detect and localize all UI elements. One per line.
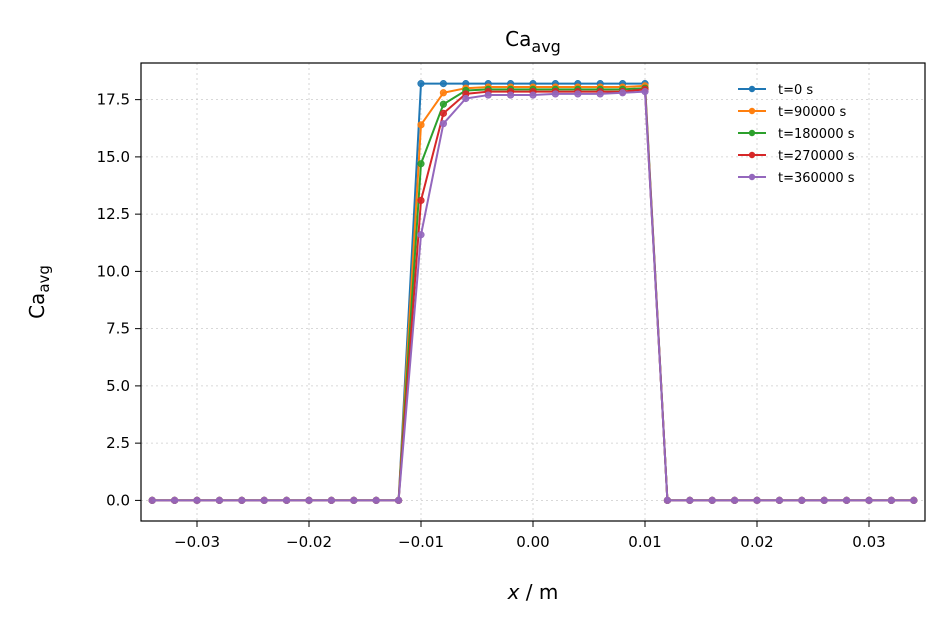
x-tick-label: 0.02 [740, 533, 773, 551]
x-axis-title: x / m [507, 580, 559, 604]
data-point [193, 496, 201, 504]
x-tick-label: −0.01 [398, 533, 444, 551]
series-layer [148, 80, 918, 504]
data-point [417, 80, 425, 88]
chart-title-subscript: avg [531, 37, 560, 56]
data-point [529, 91, 537, 99]
data-point [350, 496, 358, 504]
data-point [327, 496, 335, 504]
data-point [394, 496, 403, 504]
y-tick-label: 12.5 [97, 205, 130, 223]
legend-entry: t=270000 s [738, 149, 855, 164]
data-point [282, 496, 291, 504]
legend-entry: t=180000 s [738, 127, 855, 142]
x-axis-title-variable: x [507, 580, 520, 604]
legend-entry: t=0 s [738, 83, 813, 98]
data-point [798, 496, 806, 504]
data-point [439, 100, 447, 108]
legend-marker [748, 173, 756, 181]
legend-marker [748, 129, 756, 137]
legend-marker [748, 151, 756, 159]
x-tick-label: 0.00 [516, 533, 549, 551]
data-point [372, 496, 380, 504]
x-axis-title-unit: / m [519, 580, 558, 604]
legend-entry: t=90000 s [738, 105, 846, 120]
chart-title: Caavg [505, 27, 561, 56]
data-point [484, 91, 492, 99]
x-tick-label: −0.02 [286, 533, 332, 551]
y-tick-label: 5.0 [106, 377, 130, 395]
data-point [260, 496, 268, 504]
y-tick-label: 15.0 [97, 148, 130, 166]
data-point [596, 90, 604, 98]
data-point [641, 88, 649, 96]
legend-marker [748, 85, 756, 93]
data-point [865, 496, 873, 504]
data-point [686, 496, 694, 504]
data-point [730, 496, 739, 504]
data-point [238, 496, 246, 504]
data-point [708, 496, 716, 504]
legend-label: t=90000 s [778, 105, 846, 120]
x-tick-label: 0.03 [852, 533, 885, 551]
y-axis-title-main: Ca [25, 293, 49, 319]
data-point [551, 90, 560, 98]
data-point [417, 121, 425, 129]
data-point [663, 496, 672, 504]
x-tick-label: 0.01 [628, 533, 661, 551]
legend-label: t=180000 s [778, 127, 855, 142]
data-point [417, 231, 425, 239]
data-point [171, 496, 179, 504]
axis-ticks: −0.03 −0.02 −0.01 0.00 0.01 0.02 0.03 0.0 2.5 5.0… [97, 91, 886, 551]
series-4 [148, 88, 918, 504]
legend-label: t=270000 s [778, 149, 855, 164]
x-tick-label: −0.03 [174, 533, 220, 551]
data-point [775, 496, 784, 504]
legend-marker [748, 107, 756, 115]
y-tick-label: 2.5 [106, 434, 130, 452]
data-point [215, 496, 223, 504]
data-point [439, 120, 447, 128]
data-point [910, 496, 918, 504]
legend: t=0 s t=90000 s t=180000 s t=270000 s t=3600… [738, 83, 855, 186]
data-point [439, 109, 447, 117]
data-point [506, 91, 515, 99]
data-point [417, 160, 425, 168]
data-point [574, 90, 582, 98]
data-point [148, 496, 156, 504]
data-point [439, 89, 447, 97]
y-tick-label: 10.0 [97, 262, 130, 280]
data-point [753, 496, 761, 504]
y-tick-label: 17.5 [97, 91, 130, 109]
data-point [618, 89, 627, 97]
data-point [820, 496, 828, 504]
y-tick-label: 0.0 [106, 491, 130, 509]
y-axis-title: Caavg [25, 265, 53, 319]
legend-label: t=360000 s [778, 171, 855, 186]
data-point [305, 496, 313, 504]
data-point [439, 80, 447, 88]
data-point [462, 94, 470, 103]
data-point [887, 496, 896, 504]
legend-label: t=0 s [778, 83, 813, 98]
y-tick-label: 7.5 [106, 320, 130, 338]
chart-title-main: Ca [505, 27, 531, 51]
legend-entry: t=360000 s [738, 171, 855, 186]
data-point [417, 196, 425, 204]
data-point [842, 496, 851, 504]
y-axis-title-subscript: avg [35, 265, 53, 293]
